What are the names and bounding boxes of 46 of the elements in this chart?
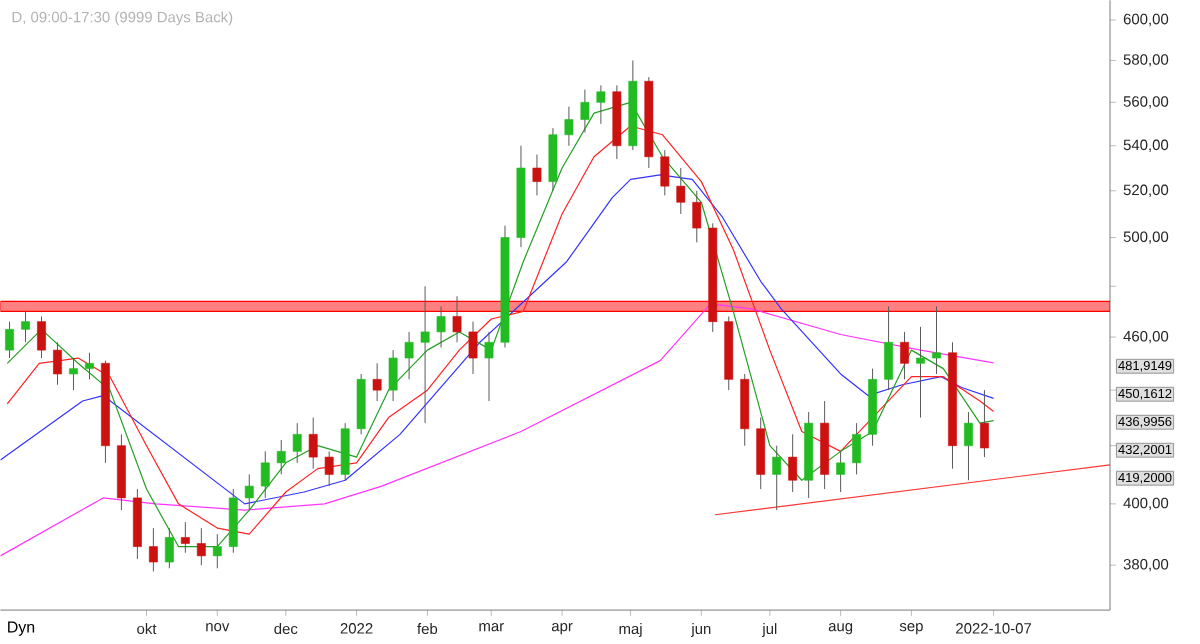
- candlestick: [788, 433, 798, 493]
- candlestick: [884, 305, 893, 391]
- candlestick: [564, 106, 574, 147]
- candlestick: [436, 305, 446, 349]
- candlestick: [308, 417, 318, 470]
- candlestick: [932, 305, 941, 375]
- candlestick: [452, 295, 462, 343]
- candlestick: [212, 533, 222, 569]
- candlestick: [53, 341, 62, 386]
- candlestick: [580, 89, 590, 134]
- candlestick: [548, 127, 558, 192]
- candlestick: [964, 411, 973, 481]
- candlestick: [836, 450, 846, 493]
- candlestick: [404, 331, 414, 380]
- candlestick: [292, 422, 302, 464]
- candlestick: [772, 445, 782, 511]
- candlestick: [164, 527, 174, 569]
- candlestick: [340, 422, 350, 481]
- candlestick: [916, 326, 925, 419]
- line-series: [0, 303, 995, 557]
- candlestick: [468, 321, 478, 375]
- candlestick: [852, 422, 862, 476]
- candlestick: [484, 331, 494, 402]
- candlestick: [69, 357, 78, 391]
- candlestick: [324, 450, 334, 487]
- candlestick: [980, 389, 989, 458]
- candlestick: [900, 331, 909, 380]
- candlestick: [388, 349, 398, 402]
- candlestick: [180, 521, 190, 554]
- candlestick: [196, 527, 206, 566]
- candlestick: [244, 474, 254, 511]
- candlestick: [276, 439, 286, 476]
- candlestick: [532, 154, 542, 196]
- candlestick: [148, 527, 158, 573]
- candlestick: [692, 190, 702, 243]
- candlestick: [260, 450, 270, 499]
- candlestick: [596, 85, 606, 125]
- candlestick: [372, 362, 382, 402]
- candlestick: [85, 352, 94, 380]
- candlestick: [660, 149, 670, 196]
- candlestick: [5, 321, 14, 359]
- candlestick: [37, 316, 46, 359]
- candlestick: [676, 167, 686, 215]
- candlestick: [420, 285, 430, 424]
- candlestick: [21, 311, 30, 343]
- candlestick: [756, 417, 766, 490]
